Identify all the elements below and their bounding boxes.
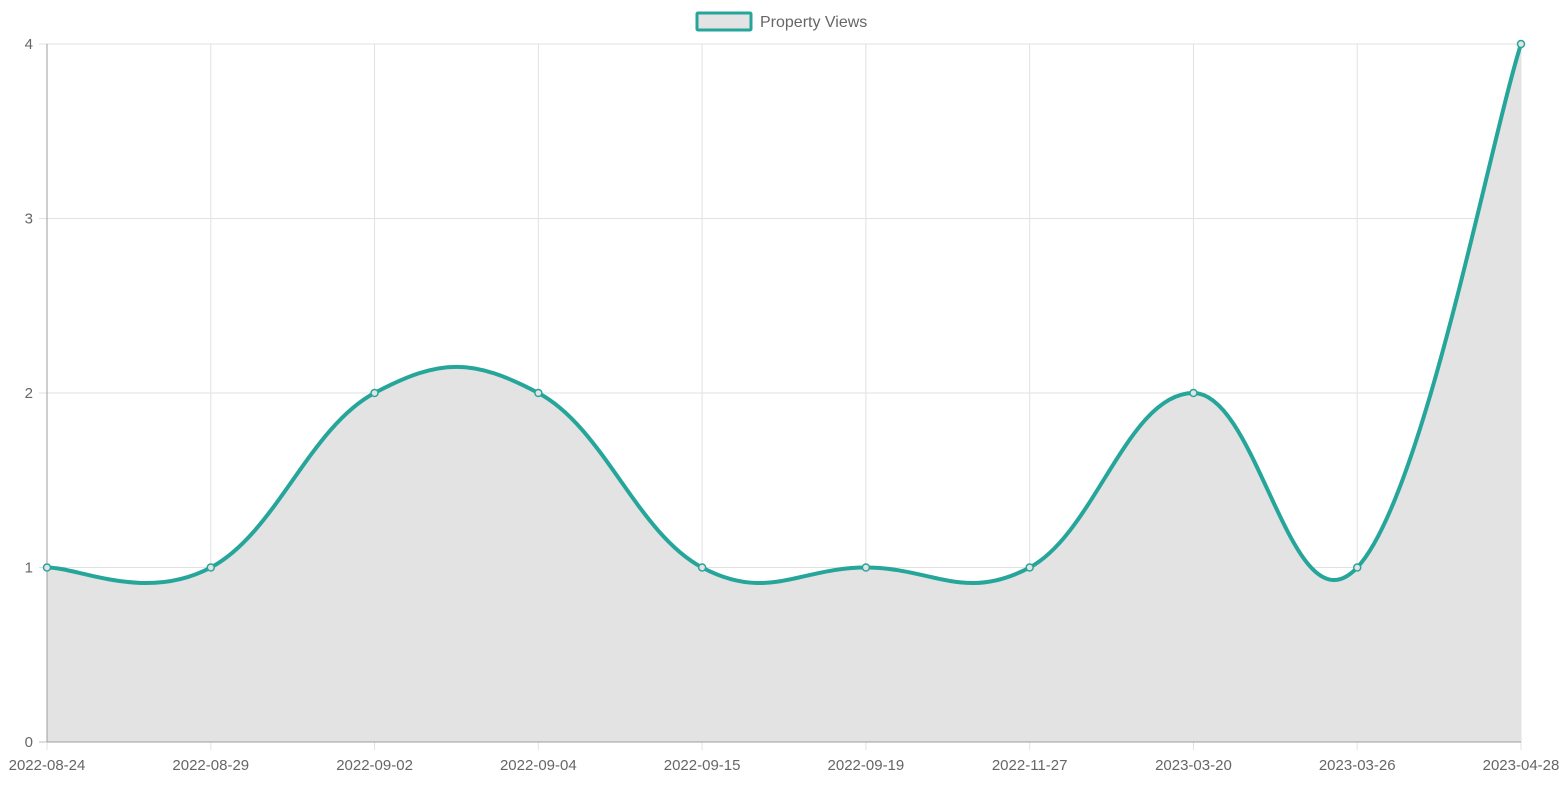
data-point[interactable] xyxy=(206,563,216,572)
area-layer xyxy=(47,44,1521,742)
x-tick-label: 2023-03-26 xyxy=(1319,757,1396,774)
data-point[interactable] xyxy=(1189,388,1198,398)
data-point[interactable] xyxy=(1025,563,1034,572)
x-tick-label: 2022-09-19 xyxy=(828,757,905,774)
point-layer xyxy=(42,39,1526,572)
data-point[interactable] xyxy=(861,563,871,572)
legend-label[interactable]: Property Views xyxy=(760,14,867,31)
x-tick-label: 2022-08-29 xyxy=(172,757,249,774)
x-tick-label: 2022-09-02 xyxy=(336,757,413,774)
x-tick-label: 2023-03-20 xyxy=(1155,757,1232,774)
line-layer xyxy=(45,42,1523,585)
series-area-fill xyxy=(47,44,1521,742)
y-tick-label: 1 xyxy=(25,560,33,577)
data-point[interactable] xyxy=(534,388,543,398)
data-point[interactable] xyxy=(697,563,707,572)
data-point[interactable] xyxy=(1516,39,1526,49)
series-line xyxy=(45,42,1523,585)
y-tick-label: 2 xyxy=(25,385,33,402)
label-layer: 0 1 2 3 4 2022-08-24 2022-08-29 2022-09-02 2022-… xyxy=(9,36,1560,774)
x-tick-label: 2022-11-27 xyxy=(992,757,1068,774)
y-tick-label: 4 xyxy=(25,36,33,53)
x-tick-label: 2023-04-28 xyxy=(1483,757,1560,774)
x-tick-label: 2022-09-04 xyxy=(500,757,577,774)
data-point[interactable] xyxy=(42,563,52,572)
x-tick-label: 2022-08-24 xyxy=(9,757,86,774)
y-tick-label: 0 xyxy=(25,734,33,751)
data-point[interactable] xyxy=(370,388,379,398)
x-tick-label: 2022-09-15 xyxy=(664,757,741,774)
y-tick-label: 3 xyxy=(25,211,33,228)
legend-swatch[interactable] xyxy=(695,11,753,32)
axis-layer xyxy=(46,44,1521,743)
data-point[interactable] xyxy=(1352,563,1362,572)
legend[interactable]: Property Views xyxy=(695,11,867,32)
